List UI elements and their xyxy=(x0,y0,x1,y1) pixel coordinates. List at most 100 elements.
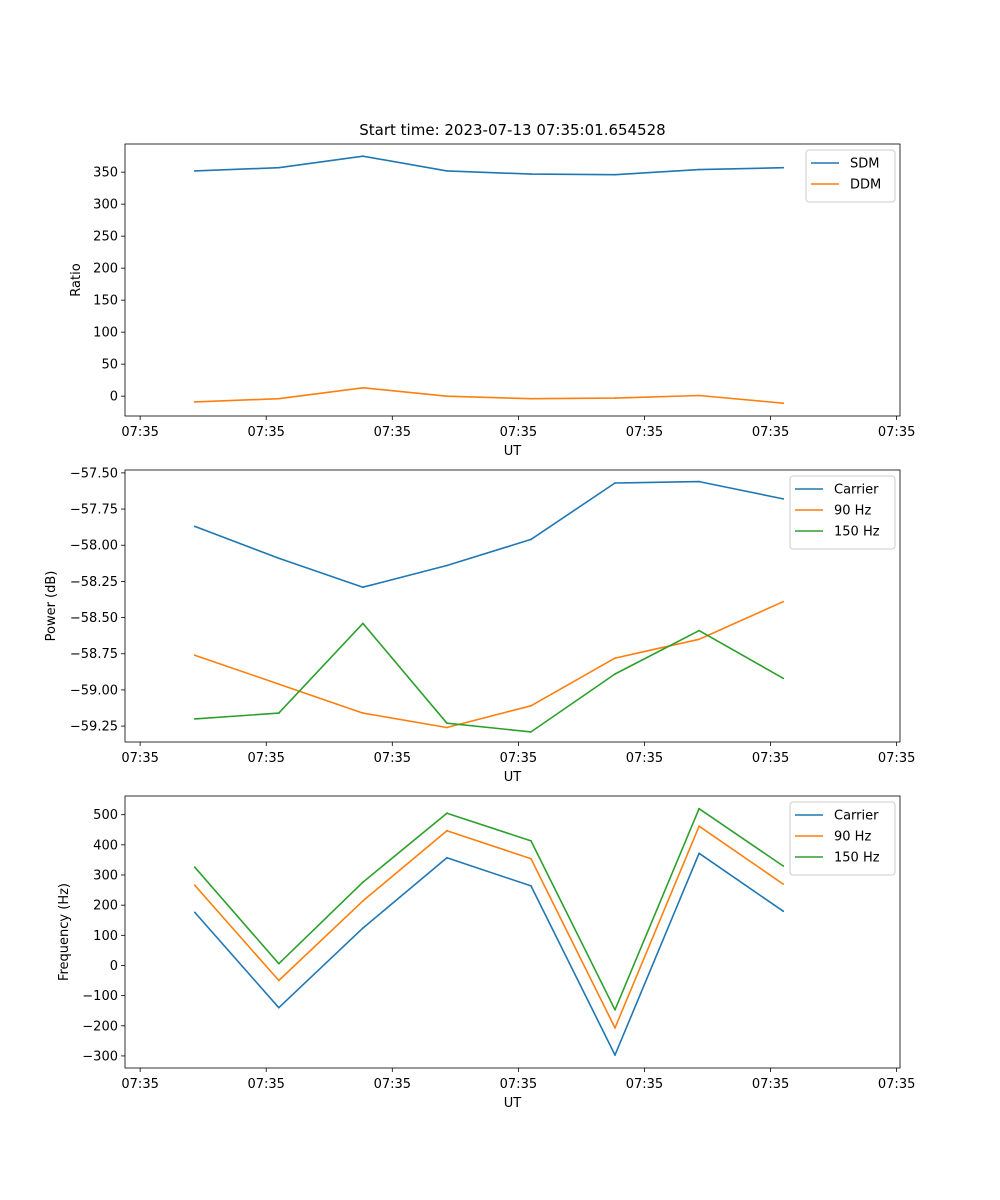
y-tick-label: 200 xyxy=(93,899,118,914)
y-tick-label: 150 xyxy=(93,294,118,309)
data-point xyxy=(361,900,364,902)
data-point xyxy=(277,557,280,560)
y-tick-label: −58.75 xyxy=(70,647,118,662)
data-point xyxy=(782,166,785,169)
data-point xyxy=(193,911,196,914)
x-tick-label: 07:35 xyxy=(374,1077,411,1092)
data-point xyxy=(530,704,532,707)
plot-area-frame xyxy=(124,143,901,417)
x-tick-label: 07:35 xyxy=(752,751,789,766)
x-tick-label: 07:35 xyxy=(752,425,789,440)
data-point xyxy=(446,564,448,567)
data-point xyxy=(361,622,364,625)
data-point xyxy=(782,600,785,603)
x-tick-label: 07:35 xyxy=(878,425,915,440)
x-tick-label: 07:35 xyxy=(626,1077,663,1092)
data-point xyxy=(698,168,701,171)
y-tick-label: 500 xyxy=(93,808,118,823)
y-tick-label: −200 xyxy=(82,1019,118,1034)
data-point xyxy=(698,394,701,397)
panel-1: Start time: 2023-07-13 07:35:01.654528 0 5… xyxy=(69,121,915,459)
y-tick-label: −59.00 xyxy=(70,683,118,698)
x-tick-label: 07:35 xyxy=(878,1077,915,1092)
data-point xyxy=(361,927,364,929)
data-point xyxy=(446,856,448,859)
x-tick-label: 07:35 xyxy=(500,1077,537,1092)
legend: SDM DDM xyxy=(805,149,896,203)
series-line-carrier xyxy=(194,852,784,1056)
plot-area-frame xyxy=(124,795,901,1069)
data-point xyxy=(361,881,364,884)
data-point xyxy=(698,638,701,641)
series-line-sdm xyxy=(194,155,784,176)
data-point xyxy=(446,726,448,729)
y-tick-label: −58.25 xyxy=(70,575,118,590)
data-point xyxy=(446,395,448,398)
data-point xyxy=(446,829,448,832)
legend-label: Carrier xyxy=(834,809,879,824)
y-tick-label: 0 xyxy=(110,390,118,405)
data-point xyxy=(530,857,532,860)
data-point xyxy=(361,712,364,714)
x-tick-label: 07:35 xyxy=(247,751,284,766)
legend-label: 150 Hz xyxy=(834,851,880,866)
data-point xyxy=(614,1054,616,1056)
y-tick-label: 200 xyxy=(93,262,118,277)
x-tick-label: 07:35 xyxy=(500,425,537,440)
y-tick-label: −57.75 xyxy=(70,503,118,518)
x-axis-label: UT xyxy=(504,1096,522,1111)
data-point xyxy=(698,852,701,855)
y-tick-label: −57.50 xyxy=(70,466,118,481)
legend: Carrier 90 Hz 150 Hz xyxy=(789,801,896,876)
y-tick-label: 100 xyxy=(93,929,118,944)
legend-label: Carrier xyxy=(834,483,879,498)
data-point xyxy=(193,717,196,720)
data-point xyxy=(193,525,196,528)
data-point xyxy=(530,538,532,541)
y-tick-label: −100 xyxy=(82,989,118,1004)
data-point xyxy=(530,884,532,887)
data-point xyxy=(193,866,196,869)
data-point xyxy=(782,865,785,867)
data-point xyxy=(614,397,616,399)
x-tick-label: 07:35 xyxy=(500,751,537,766)
y-axis-label: Ratio xyxy=(69,263,84,296)
x-axis-label: UT xyxy=(504,444,522,459)
data-point xyxy=(193,401,196,403)
y-tick-label: 250 xyxy=(93,230,118,245)
data-point xyxy=(361,586,364,589)
data-point xyxy=(614,1026,616,1029)
x-tick-label: 07:35 xyxy=(374,751,411,766)
chart-title: Start time: 2023-07-13 07:35:01.654528 xyxy=(359,121,665,139)
data-point xyxy=(614,173,616,176)
data-point xyxy=(277,683,280,686)
series-line-carrier xyxy=(194,480,784,589)
x-tick-label: 07:35 xyxy=(878,751,915,766)
data-point xyxy=(193,884,196,887)
data-point xyxy=(277,712,280,714)
legend-label: 90 Hz xyxy=(834,830,871,845)
legend-label: 90 Hz xyxy=(834,504,871,519)
data-point xyxy=(446,812,448,815)
data-point xyxy=(782,498,785,500)
data-point xyxy=(698,825,701,828)
series-line-150-hz xyxy=(194,622,784,733)
data-point xyxy=(361,386,364,389)
x-tick-label: 07:35 xyxy=(752,1077,789,1092)
y-axis-label: Power (dB) xyxy=(44,571,59,642)
panel-3: −300 −200 −100 0 100 200 300 400 500 07:35 07:35 07… xyxy=(57,795,915,1111)
data-point xyxy=(193,654,196,657)
data-point xyxy=(698,629,701,632)
data-point xyxy=(361,155,364,158)
data-point xyxy=(614,673,616,675)
data-point xyxy=(530,397,532,400)
x-tick-label: 07:35 xyxy=(247,1077,284,1092)
data-point xyxy=(614,482,616,484)
data-point xyxy=(530,173,532,175)
data-point xyxy=(530,840,532,842)
x-tick-label: 07:35 xyxy=(626,751,663,766)
legend-label: DDM xyxy=(850,178,881,193)
data-point xyxy=(193,169,196,172)
y-axis-label: Frequency (Hz) xyxy=(57,883,72,981)
y-tick-label: −59.25 xyxy=(70,720,118,735)
